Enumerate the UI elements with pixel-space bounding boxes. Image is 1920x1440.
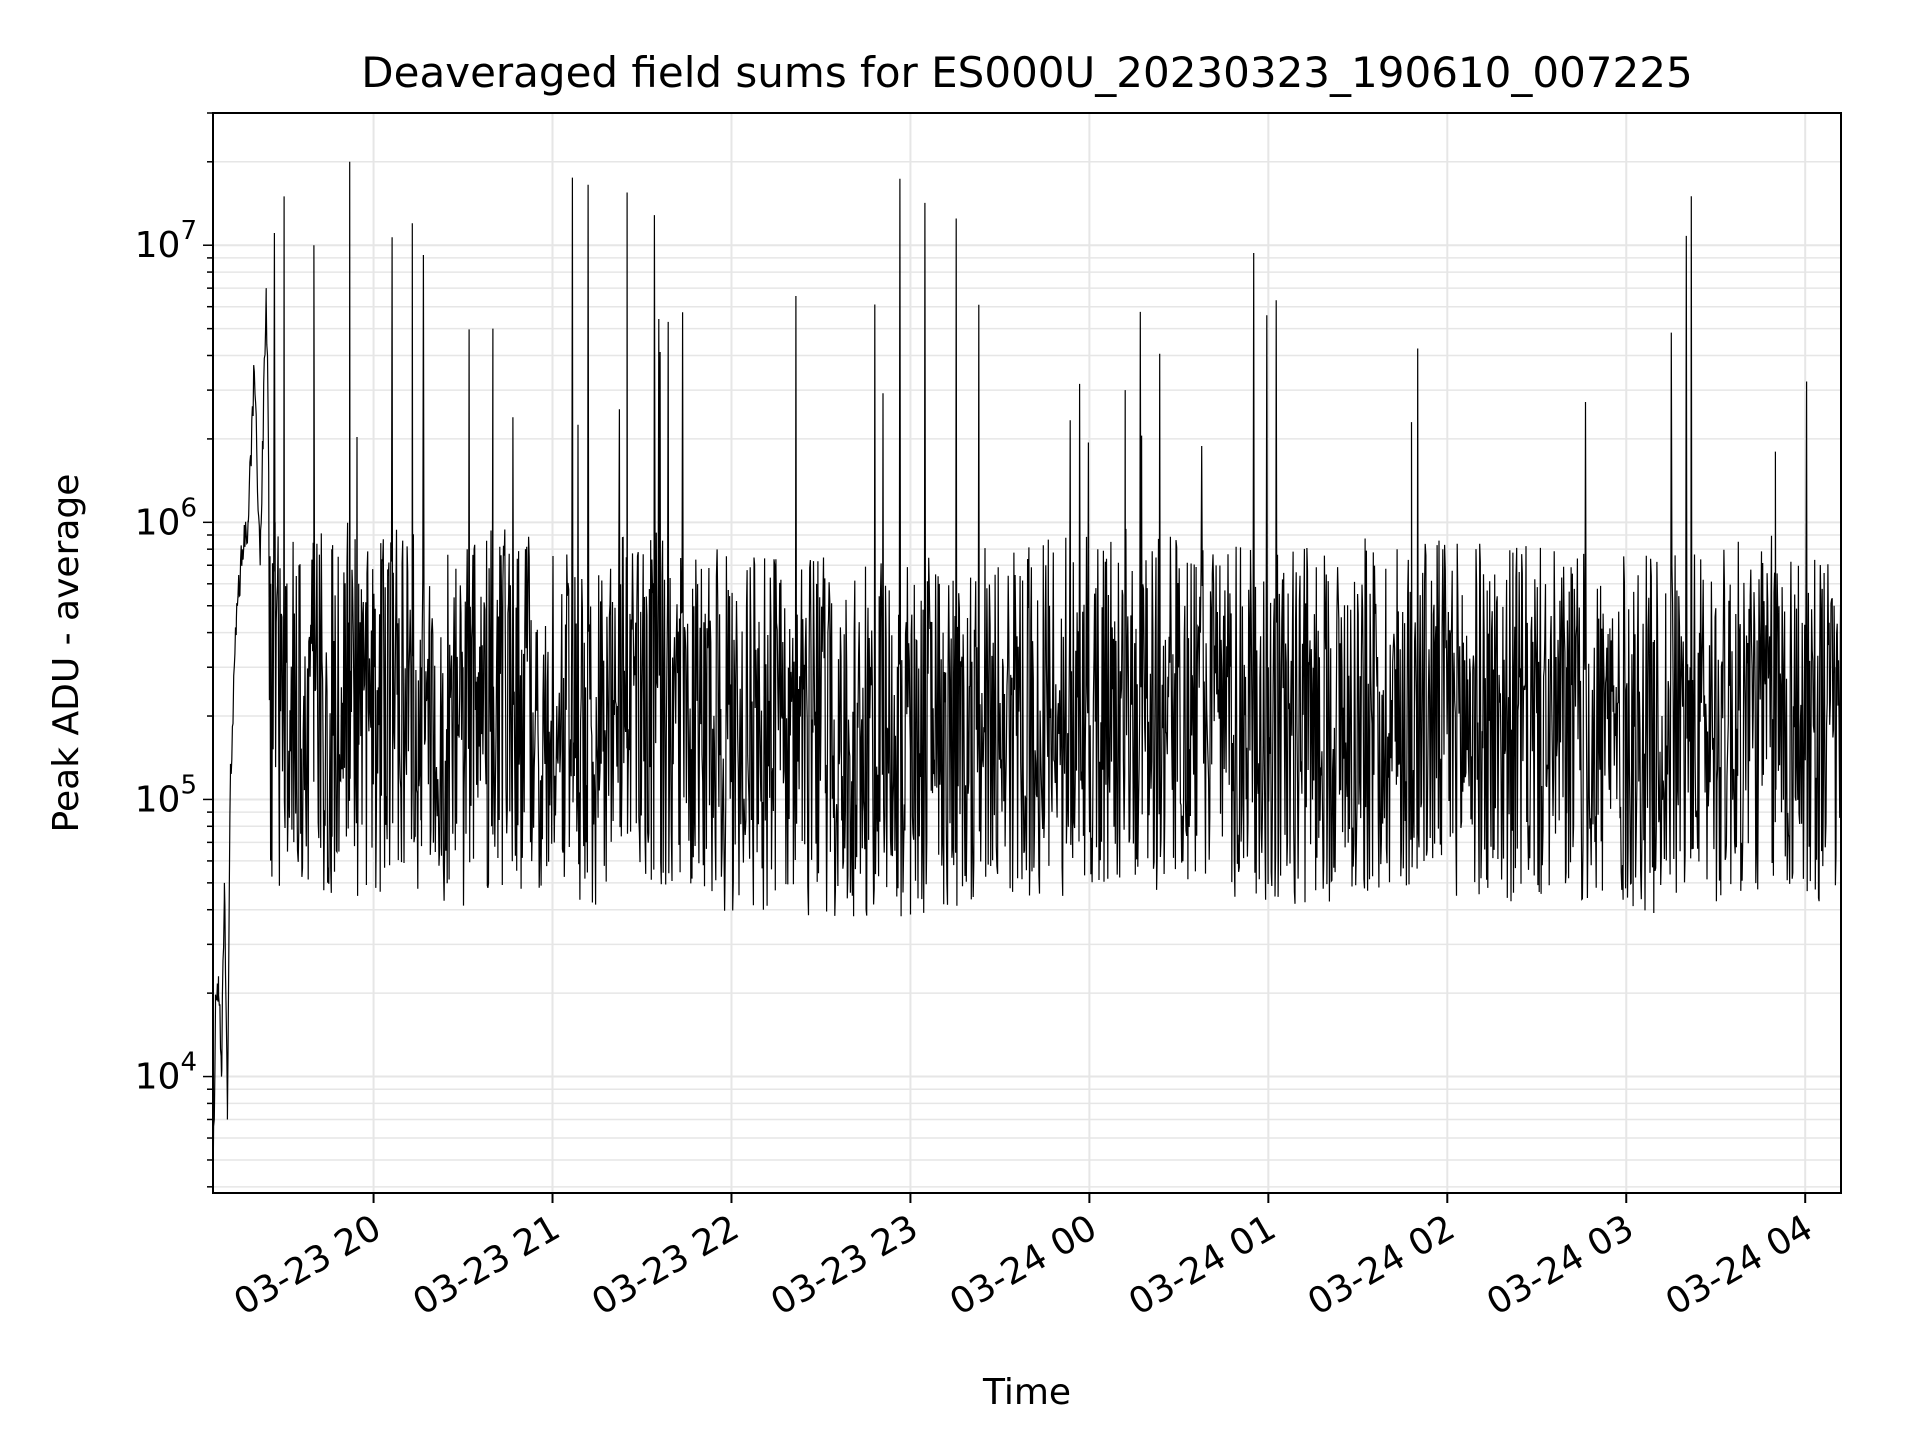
y-axis-ticks: 104 105 106 107 bbox=[135, 112, 213, 1188]
x-axis-label: Time bbox=[982, 1372, 1071, 1413]
series-line bbox=[212, 161, 1842, 1194]
plot-series bbox=[212, 161, 1842, 1194]
y-axis-label: Peak ADU - average bbox=[46, 474, 87, 833]
chart-title: Deaveraged field sums for ES000U_2023032… bbox=[361, 48, 1692, 97]
y-tick-label: 107 bbox=[135, 216, 197, 266]
y-tick-label: 104 bbox=[135, 1048, 197, 1098]
axes-frame bbox=[212, 112, 1842, 1194]
y-tick-label: 105 bbox=[135, 770, 197, 820]
y-tick-label: 106 bbox=[135, 493, 197, 543]
